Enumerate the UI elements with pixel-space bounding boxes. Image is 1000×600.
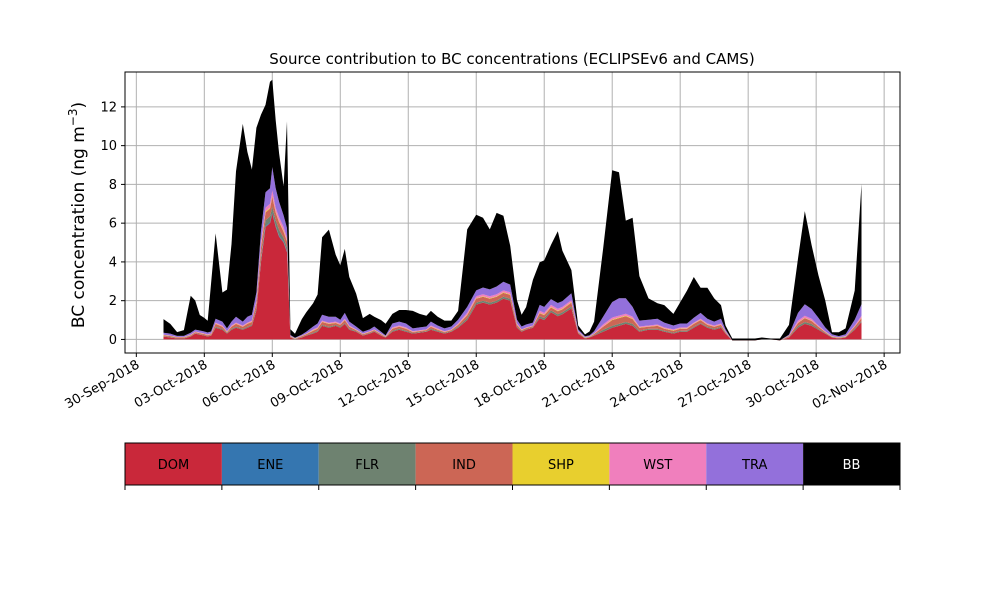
x-tick-label: 03-Oct-2018 — [132, 357, 210, 411]
legend-label-ind: IND — [452, 458, 476, 473]
y-tick-label: 10 — [100, 139, 117, 154]
y-axis-label-superscript: −3 — [66, 108, 80, 126]
legend: DOM ENE FLR IND SHP WST TRA BB — [124, 442, 901, 490]
legend-swatch-dom — [125, 443, 222, 485]
area-series-ind — [163, 197, 862, 341]
legend-label-flr: FLR — [355, 458, 379, 473]
y-tick-label: 4 — [109, 255, 117, 270]
y-axis-label: BC concentration (ng m−3) — [66, 102, 89, 328]
legend-label-shp: SHP — [548, 458, 574, 473]
area-series-tra — [163, 167, 862, 341]
plot-frame — [124, 71, 901, 354]
x-tick-label: 30-Sep-2018 — [63, 357, 143, 412]
legend-swatch-ene — [221, 443, 319, 485]
y-tick-label: 8 — [109, 178, 117, 193]
y-tick-label: 0 — [109, 333, 117, 348]
legend-label-dom: DOM — [158, 458, 189, 473]
legend-swatch-shp — [512, 443, 610, 485]
legend-swatch-bb — [803, 443, 900, 485]
area-series-bb — [163, 79, 862, 341]
x-tick-label: 30-Oct-2018 — [744, 357, 822, 411]
legend-label-tra: TRA — [741, 458, 767, 473]
x-tick-label: 12-Oct-2018 — [336, 357, 414, 411]
chart-title: Source contribution to BC concentrations… — [269, 50, 754, 68]
y-axis-label-close: ) — [69, 102, 89, 109]
legend-swatch-flr — [318, 443, 416, 485]
x-tick-label: 15-Oct-2018 — [404, 357, 482, 411]
x-tick-label: 27-Oct-2018 — [676, 357, 754, 411]
x-tick-label: 21-Oct-2018 — [540, 357, 618, 411]
plot-areas — [163, 79, 862, 341]
legend-swatch-ind — [415, 443, 513, 485]
area-series-dom — [163, 213, 862, 341]
y-axis: 0 2 4 6 8 10 12 — [100, 100, 125, 348]
x-axis: 30-Sep-201803-Oct-201806-Oct-201809-Oct-… — [63, 353, 890, 412]
legend-label-wst: WST — [643, 458, 672, 473]
y-tick-label: 12 — [100, 100, 117, 115]
x-tick-label: 09-Oct-2018 — [268, 357, 346, 411]
x-tick-label: 02-Nov-2018 — [810, 357, 890, 412]
x-tick-label: 24-Oct-2018 — [608, 357, 686, 411]
legend-label-bb: BB — [843, 458, 861, 473]
x-tick-label: 06-Oct-2018 — [200, 357, 278, 411]
y-axis-label-text: BC concentration (ng m — [69, 126, 89, 328]
y-tick-label: 6 — [109, 217, 117, 232]
x-tick-label: 18-Oct-2018 — [472, 357, 550, 411]
legend-label-ene: ENE — [257, 458, 283, 473]
y-tick-label: 2 — [109, 294, 117, 309]
legend-swatch-wst — [609, 443, 707, 485]
legend-swatch-tra — [706, 443, 804, 485]
